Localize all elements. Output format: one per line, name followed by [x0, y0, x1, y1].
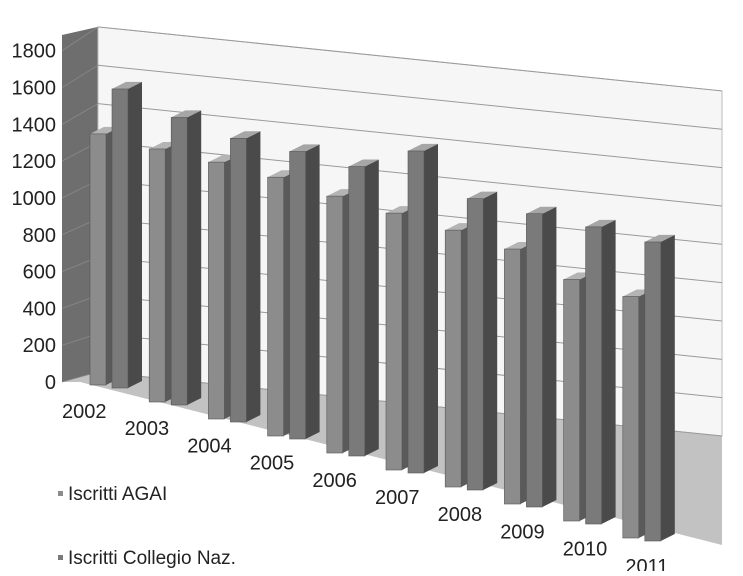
bar [289, 151, 306, 440]
y-tick-label: 1400 [12, 114, 57, 136]
bar-top [467, 191, 498, 199]
x-tick-label: 2009 [500, 521, 545, 543]
y-tick-label: 1000 [12, 188, 57, 210]
y-tick-label: 1800 [12, 41, 57, 63]
x-tick-label: 2004 [187, 435, 232, 457]
bar [466, 198, 484, 491]
bar-side [424, 143, 438, 473]
legend: Iscritti AGAI Iscritti Collegio Naz. [58, 484, 236, 569]
bar [348, 166, 366, 457]
legend-swatch [58, 491, 63, 496]
bar-top [644, 234, 675, 242]
x-tick-label: 2007 [375, 487, 420, 509]
y-axis-tick-labels: 0 200 400 600 800 1000 1200 1400 1600 1800 [12, 41, 57, 394]
bar-top [348, 159, 379, 167]
bar-side [246, 131, 261, 423]
bar [444, 229, 462, 488]
legend-entry: Iscritti Collegio Naz. [68, 548, 236, 569]
side-gridline [61, 64, 99, 88]
bar [622, 296, 640, 539]
bar [267, 176, 284, 437]
x-tick-label: 2005 [250, 453, 294, 475]
bar-side [128, 81, 142, 389]
bar-top [230, 131, 261, 139]
x-tick-label: 2008 [438, 504, 483, 526]
bars [89, 81, 675, 542]
bar-side [483, 191, 498, 490]
bar-side [601, 219, 616, 524]
x-axis-tick-labels: 2002 2003 2004 2005 2006 2007 2008 2009 2010 2011 [62, 401, 668, 576]
bar-side [187, 110, 202, 406]
x-tick-label: 2002 [62, 401, 107, 423]
bar [385, 212, 403, 471]
bar [208, 161, 225, 420]
y-tick-label: 800 [23, 225, 56, 247]
bar [326, 195, 344, 454]
bar [148, 148, 166, 403]
bar [407, 150, 425, 474]
side-gridline [61, 103, 99, 125]
y-tick-label: 400 [23, 298, 56, 320]
bar-top [171, 110, 202, 118]
bar [504, 248, 521, 505]
bar-top [526, 206, 557, 214]
side-gridline [61, 26, 99, 52]
bar [89, 133, 107, 386]
bar-side [364, 159, 379, 456]
y-tick-label: 600 [23, 262, 56, 284]
bar-top [408, 143, 438, 151]
y-tick-label: 1200 [12, 151, 57, 173]
bar-side [542, 206, 557, 507]
side-wall [62, 26, 98, 383]
bar [644, 241, 662, 542]
legend-swatch [58, 555, 63, 560]
gridline [97, 64, 723, 130]
gridline [97, 26, 723, 92]
y-tick-label: 1600 [12, 78, 57, 100]
bar [111, 88, 129, 389]
x-tick-label: 2010 [563, 539, 608, 561]
gridline [97, 103, 723, 169]
bar-top [585, 219, 616, 227]
bar [170, 117, 188, 406]
bar-side [305, 144, 320, 439]
y-tick-label: 0 [45, 372, 56, 394]
x-tick-label: 2003 [125, 418, 170, 440]
bar-top [289, 144, 320, 152]
y-tick-label: 200 [23, 335, 56, 357]
legend-entry: Iscritti AGAI [68, 484, 167, 505]
bar-top [112, 81, 142, 89]
x-tick-label: 2006 [312, 470, 357, 492]
x-tick-label: 2011 [625, 556, 668, 571]
bar [563, 279, 580, 522]
bar [230, 137, 247, 423]
bar [585, 226, 602, 525]
bar [526, 213, 543, 508]
bar-side [660, 234, 675, 541]
